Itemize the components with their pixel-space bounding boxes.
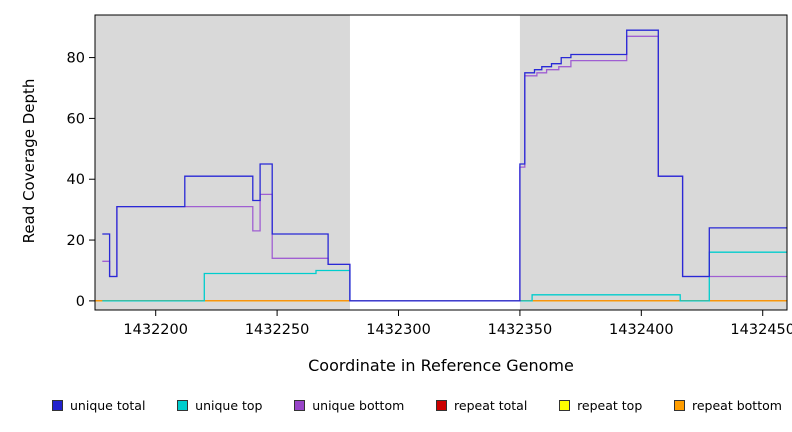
svg-text:60: 60 xyxy=(67,111,85,127)
legend-label: unique bottom xyxy=(312,398,405,413)
legend-item-unique-top: unique top xyxy=(177,398,262,413)
svg-text:80: 80 xyxy=(67,51,85,67)
legend-item-unique-total: unique total xyxy=(52,398,145,413)
unique-total-swatch-icon xyxy=(52,400,63,411)
legend-item-repeat-top: repeat top xyxy=(559,398,642,413)
svg-text:1432350: 1432350 xyxy=(488,322,553,338)
svg-text:0: 0 xyxy=(76,294,85,310)
svg-text:1432300: 1432300 xyxy=(366,322,431,338)
legend-label: repeat bottom xyxy=(692,398,782,413)
coverage-plot: 1432200 1432250 1432300 1432350 1432400 14324… xyxy=(67,14,792,338)
svg-text:1432200: 1432200 xyxy=(123,322,188,338)
legend-item-repeat-total: repeat total xyxy=(436,398,527,413)
svg-text:40: 40 xyxy=(67,172,85,188)
legend-item-repeat-bottom: repeat bottom xyxy=(674,398,782,413)
legend-item-unique-bottom: unique bottom xyxy=(294,398,404,413)
legend-label: unique total xyxy=(70,398,146,413)
legend-label: repeat total xyxy=(454,398,528,413)
x-axis-label: Coordinate in Reference Genome xyxy=(308,356,574,375)
svg-text:1432250: 1432250 xyxy=(245,322,310,338)
unique-top-swatch-icon xyxy=(177,400,189,411)
y-axis-label: Read Coverage Depth xyxy=(20,78,38,244)
svg-text:1432400: 1432400 xyxy=(609,322,674,338)
repeat-bottom-swatch-icon xyxy=(674,400,685,411)
repeat-total-swatch-icon xyxy=(436,400,448,411)
legend-label: unique top xyxy=(195,398,263,413)
legend: unique total unique top unique bottom re… xyxy=(0,398,792,413)
repeat-top-swatch-icon xyxy=(559,400,571,411)
svg-text:1432450: 1432450 xyxy=(730,322,792,338)
legend-label: repeat top xyxy=(577,398,643,413)
unique-bottom-swatch-icon xyxy=(294,400,306,411)
svg-text:20: 20 xyxy=(67,233,85,249)
